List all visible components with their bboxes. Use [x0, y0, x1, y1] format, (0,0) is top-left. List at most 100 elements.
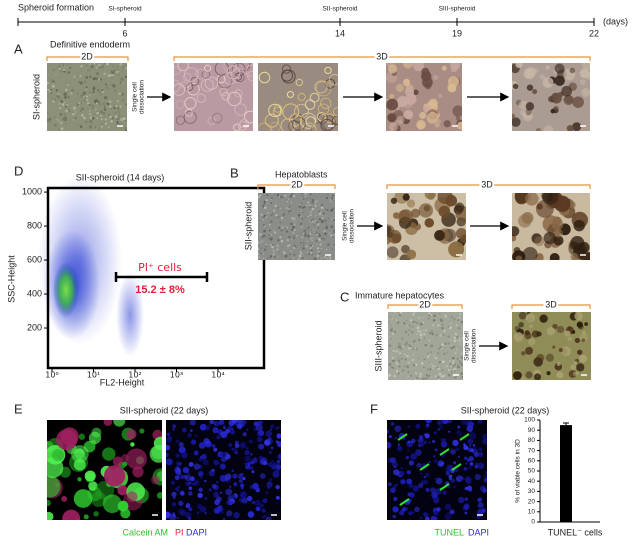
cell [291, 216, 294, 220]
cell [430, 487, 436, 493]
micrograph-texture [258, 63, 338, 131]
cell [266, 485, 271, 489]
cell [449, 339, 452, 341]
cell [325, 248, 328, 251]
cell [172, 428, 176, 431]
cell [51, 99, 55, 103]
cell [388, 64, 398, 74]
cell [281, 69, 296, 84]
cell [246, 428, 249, 431]
cell [228, 443, 233, 448]
cell [323, 229, 326, 233]
cell [456, 335, 459, 339]
cell [318, 210, 320, 212]
cell [399, 362, 401, 364]
cell [477, 420, 483, 424]
cell [447, 373, 451, 377]
cell [331, 116, 338, 125]
cell [307, 235, 310, 238]
cell [395, 483, 398, 486]
cell [567, 326, 572, 331]
micrograph [387, 420, 487, 520]
cell [274, 469, 280, 475]
cell [432, 439, 436, 443]
cell [300, 252, 303, 256]
cell [408, 324, 411, 327]
cell [110, 73, 114, 77]
cell [457, 319, 460, 322]
micrograph-texture [166, 420, 281, 520]
cell [546, 371, 551, 376]
cell [453, 485, 456, 488]
cell [198, 464, 203, 469]
cell [104, 102, 107, 105]
cell [390, 422, 395, 426]
cell [424, 218, 434, 228]
cell [448, 76, 460, 88]
cell [47, 88, 49, 92]
cell [233, 511, 240, 519]
cell [328, 73, 338, 86]
cell [408, 511, 413, 516]
cell [276, 433, 281, 439]
cell [420, 441, 423, 444]
cell [231, 420, 238, 424]
cell [88, 431, 102, 444]
cell [277, 216, 280, 219]
cell [455, 447, 460, 452]
y-tick-label: 60 [528, 458, 536, 465]
cell [178, 500, 184, 506]
micrograph-texture [512, 193, 590, 260]
micrograph [258, 193, 335, 260]
cell [59, 69, 63, 73]
label-2d: 2D [81, 51, 93, 61]
cell [570, 252, 579, 260]
cell [390, 316, 392, 318]
cell [431, 333, 435, 336]
cell [314, 201, 317, 204]
cell [276, 501, 279, 505]
stain-label: DAPI [186, 527, 207, 537]
cell [98, 128, 101, 131]
cell [175, 99, 185, 110]
cell [272, 255, 274, 257]
cell [581, 87, 590, 97]
cell [391, 366, 393, 369]
cell [299, 250, 302, 253]
cell [316, 200, 318, 202]
cell [303, 258, 305, 260]
cell [445, 365, 448, 368]
row-label: SI-spheroid [31, 74, 41, 120]
timeline-title: Spheroid formation [18, 2, 94, 12]
cell [433, 74, 439, 81]
cell [412, 320, 415, 323]
cell [268, 450, 273, 455]
y-axis-label: % of viable cells in 3D [515, 439, 522, 503]
cell [457, 455, 460, 458]
cell [284, 194, 287, 197]
cell [435, 477, 443, 485]
cell [62, 509, 81, 520]
cell [456, 348, 458, 351]
cell [409, 491, 415, 498]
cell [447, 511, 450, 514]
cell [78, 102, 81, 105]
cell [59, 113, 63, 116]
cell [423, 358, 426, 361]
cell [332, 231, 335, 234]
cell [331, 197, 334, 200]
cell [61, 103, 65, 106]
cell [389, 323, 392, 326]
cell [461, 420, 469, 426]
panel-letter: A [14, 41, 23, 56]
bracket [257, 184, 336, 189]
cell [311, 220, 315, 223]
cell [180, 509, 187, 516]
cell [269, 428, 272, 431]
cell [190, 439, 197, 445]
cell [413, 89, 419, 95]
cell [204, 64, 212, 72]
cell [455, 333, 458, 336]
cell [276, 248, 279, 251]
stain-label: Calcein AM [122, 527, 168, 537]
